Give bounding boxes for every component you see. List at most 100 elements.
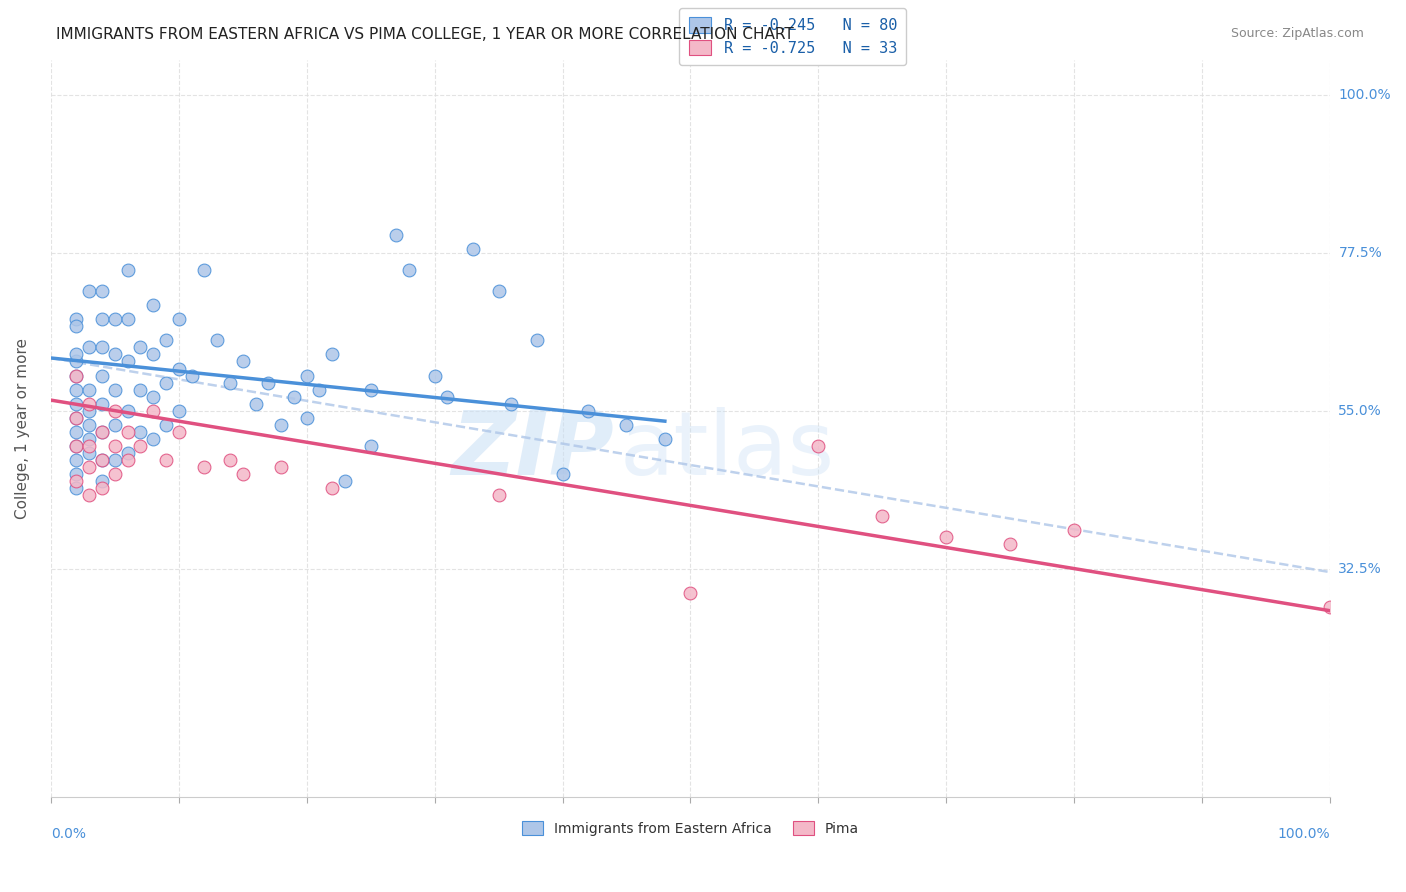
Point — [616, 417, 638, 432]
Point — [77, 417, 100, 432]
Point — [872, 508, 894, 523]
Text: IMMIGRANTS FROM EASTERN AFRICA VS PIMA COLLEGE, 1 YEAR OR MORE CORRELATION CHART: IMMIGRANTS FROM EASTERN AFRICA VS PIMA C… — [56, 27, 794, 42]
Point — [117, 312, 139, 326]
Point — [551, 467, 574, 481]
Point — [104, 467, 127, 481]
Text: 55.0%: 55.0% — [1339, 404, 1382, 417]
Text: Source: ZipAtlas.com: Source: ZipAtlas.com — [1230, 27, 1364, 40]
Point — [77, 396, 100, 410]
Point — [65, 439, 87, 453]
Point — [245, 396, 267, 410]
Point — [333, 474, 356, 488]
Point — [142, 298, 165, 312]
Point — [436, 390, 458, 404]
Point — [155, 417, 177, 432]
Point — [167, 361, 190, 376]
Point — [117, 446, 139, 460]
Text: ZIP: ZIP — [451, 407, 613, 494]
Point — [91, 368, 114, 383]
Point — [142, 390, 165, 404]
Point — [398, 263, 420, 277]
Point — [219, 452, 242, 467]
Point — [65, 368, 87, 383]
Point — [167, 425, 190, 439]
Point — [104, 383, 127, 397]
Point — [232, 354, 254, 368]
Point — [104, 417, 127, 432]
Point — [77, 403, 100, 417]
Point — [321, 481, 343, 495]
Point — [65, 312, 87, 326]
Point — [91, 425, 114, 439]
Point — [91, 341, 114, 355]
Point — [117, 452, 139, 467]
Point — [65, 383, 87, 397]
Text: 77.5%: 77.5% — [1339, 245, 1382, 260]
Point — [167, 312, 190, 326]
Point — [129, 425, 152, 439]
Point — [104, 312, 127, 326]
Point — [117, 263, 139, 277]
Point — [1063, 523, 1085, 537]
Point — [180, 368, 202, 383]
Point — [807, 439, 830, 453]
Point — [104, 347, 127, 361]
Point — [193, 263, 215, 277]
Point — [65, 347, 87, 361]
Point — [129, 439, 152, 453]
Point — [65, 410, 87, 425]
Point — [65, 425, 87, 439]
Point — [65, 319, 87, 334]
Point — [385, 228, 408, 243]
Point — [205, 334, 228, 348]
Point — [576, 403, 599, 417]
Point — [65, 452, 87, 467]
Point — [1319, 600, 1341, 615]
Point — [295, 368, 318, 383]
Point — [321, 347, 343, 361]
Point — [167, 403, 190, 417]
Text: 32.5%: 32.5% — [1339, 562, 1382, 575]
Point — [77, 488, 100, 502]
Point — [142, 403, 165, 417]
Point — [77, 459, 100, 474]
Point — [488, 488, 510, 502]
Point — [142, 432, 165, 446]
Point — [65, 354, 87, 368]
Point — [155, 452, 177, 467]
Text: 0.0%: 0.0% — [51, 827, 86, 841]
Point — [526, 334, 548, 348]
Point — [501, 396, 523, 410]
Point — [77, 439, 100, 453]
Point — [257, 376, 280, 390]
Point — [270, 417, 292, 432]
Point — [308, 383, 330, 397]
Point — [104, 452, 127, 467]
Text: atlas: atlas — [620, 407, 835, 494]
Point — [461, 242, 484, 256]
Point — [155, 376, 177, 390]
Point — [1000, 537, 1022, 551]
Point — [91, 474, 114, 488]
Point — [155, 334, 177, 348]
Point — [65, 410, 87, 425]
Point — [117, 425, 139, 439]
Point — [91, 396, 114, 410]
Point — [488, 285, 510, 299]
Point — [77, 341, 100, 355]
Point — [65, 396, 87, 410]
Point — [104, 439, 127, 453]
Text: 100.0%: 100.0% — [1339, 87, 1391, 102]
Y-axis label: College, 1 year or more: College, 1 year or more — [15, 338, 30, 518]
Point — [65, 368, 87, 383]
Point — [295, 410, 318, 425]
Point — [654, 432, 676, 446]
Point — [65, 467, 87, 481]
Point — [91, 452, 114, 467]
Point — [65, 474, 87, 488]
Point — [65, 481, 87, 495]
Point — [679, 586, 702, 600]
Point — [193, 459, 215, 474]
Legend: Immigrants from Eastern Africa, Pima: Immigrants from Eastern Africa, Pima — [516, 815, 865, 841]
Point — [232, 467, 254, 481]
